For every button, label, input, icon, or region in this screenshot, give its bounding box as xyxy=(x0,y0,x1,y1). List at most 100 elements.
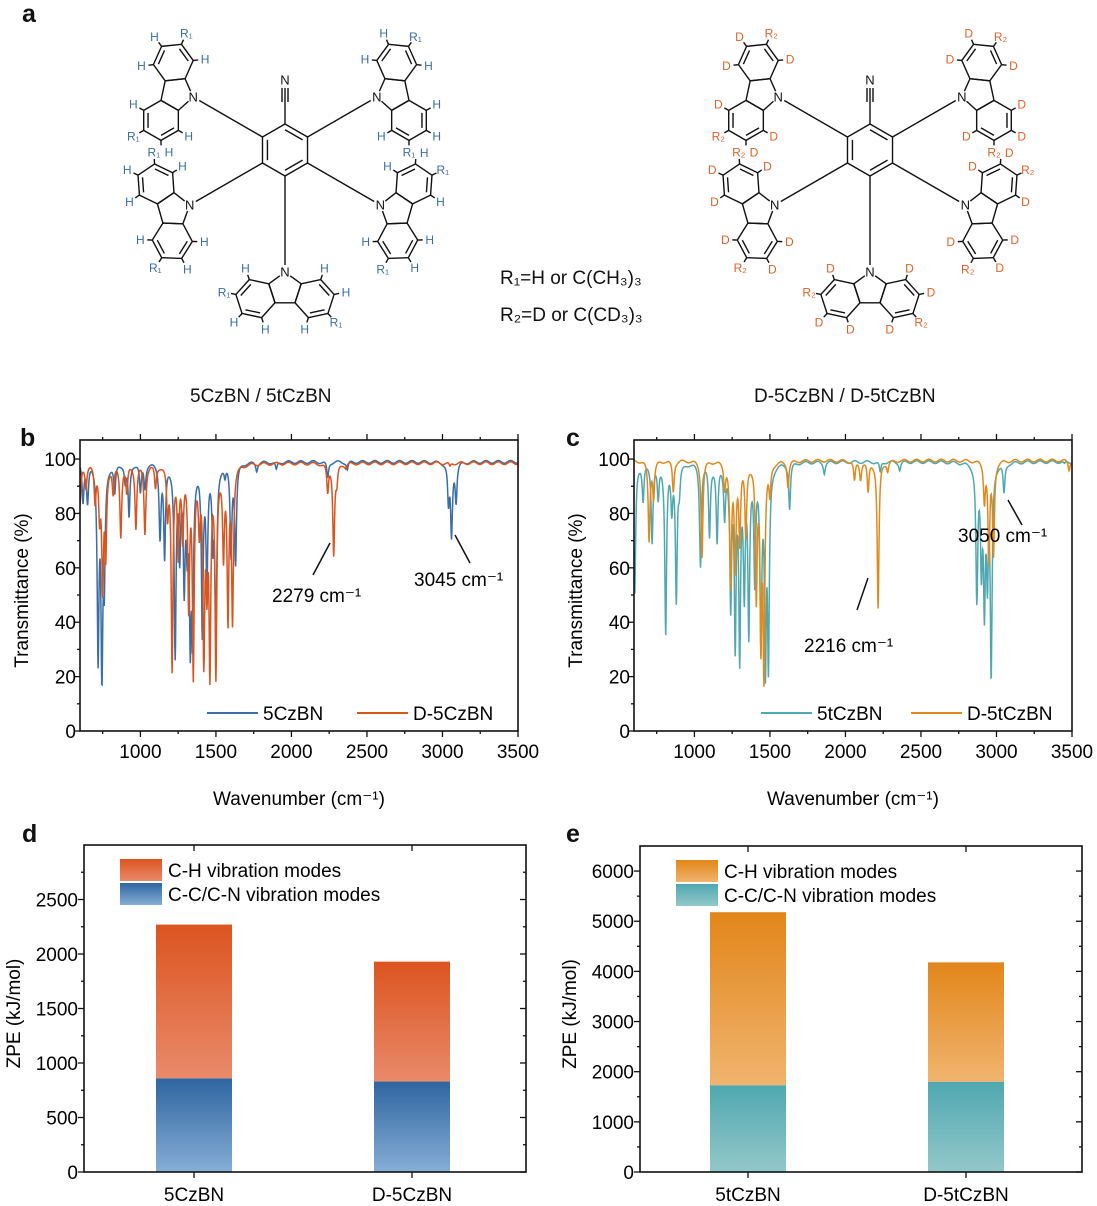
y-tick-label: 20 xyxy=(55,668,76,689)
substituent-label: R₁ xyxy=(218,285,231,299)
bond xyxy=(241,312,262,319)
bond xyxy=(912,294,920,314)
bond xyxy=(425,129,431,134)
bond xyxy=(745,99,764,111)
bond xyxy=(416,63,422,66)
atom-label: D xyxy=(826,262,835,276)
bond xyxy=(989,50,998,65)
bond xyxy=(783,99,848,138)
substituent-label: R₂ xyxy=(765,27,779,41)
bond xyxy=(750,78,771,82)
bond xyxy=(395,127,410,136)
atom-label: D xyxy=(815,316,824,330)
x-tick-label: 3500 xyxy=(1051,742,1093,763)
bond xyxy=(177,129,184,134)
bond xyxy=(320,274,323,280)
legend-label: D-5tCzBN xyxy=(967,704,1053,725)
bond xyxy=(741,239,750,254)
atom-label: D xyxy=(735,30,744,44)
bond xyxy=(905,279,920,295)
bond xyxy=(151,239,163,259)
y-tick-label: 0 xyxy=(619,722,630,743)
bond xyxy=(385,39,390,45)
substituent-label: R₁ xyxy=(149,261,162,275)
legend-label: C-C/C-N vibration modes xyxy=(168,885,380,906)
bond xyxy=(769,78,777,92)
bond xyxy=(404,80,410,101)
substituent-label: R₂ xyxy=(802,285,816,299)
bond xyxy=(973,257,994,260)
bar-D-5tCzBN-C-C/C-N vibration modes xyxy=(928,1081,1004,1172)
bond xyxy=(1010,177,1014,193)
bond xyxy=(976,129,995,141)
bond xyxy=(320,279,335,295)
y-axis-label: Transmittance (%) xyxy=(12,513,33,668)
bond xyxy=(991,222,1004,241)
atom-label: D xyxy=(1010,233,1019,247)
atom-label: D xyxy=(1017,98,1026,112)
atom-label: H xyxy=(425,233,434,247)
bond xyxy=(139,107,145,111)
bond xyxy=(746,43,767,48)
bond xyxy=(262,162,286,177)
bond xyxy=(972,222,993,225)
bond xyxy=(746,257,767,260)
bar-5CzBN-C-C/C-N vibration modes xyxy=(156,1078,232,1172)
bond xyxy=(762,129,769,134)
y-tick-label: 1500 xyxy=(36,1000,78,1021)
atom-label: H xyxy=(361,53,370,67)
carbazole-nitrogen-label: N xyxy=(185,198,194,213)
bond xyxy=(993,99,1012,111)
bond xyxy=(977,169,983,174)
atom-label: H xyxy=(137,59,146,73)
atom-label: H xyxy=(200,235,209,249)
bond xyxy=(408,129,427,141)
bond xyxy=(318,283,330,296)
bond xyxy=(284,123,308,138)
bond xyxy=(284,159,303,171)
atom-label: D xyxy=(769,130,778,144)
atom-label: D xyxy=(1021,195,1030,209)
r2-definition: R₂=D or C(CD₃)₃ xyxy=(500,305,643,326)
bond xyxy=(384,192,397,202)
bond xyxy=(158,257,163,263)
bond xyxy=(830,309,846,314)
bond xyxy=(382,240,392,255)
atom-label: H xyxy=(383,159,392,173)
bond xyxy=(869,159,888,171)
y-tick-label: 1000 xyxy=(592,1113,634,1134)
bond xyxy=(767,223,778,242)
bond xyxy=(261,302,276,319)
bond xyxy=(823,313,828,318)
charts: 1000 1500 2000 2500 3000 3500020406080100Wave… xyxy=(4,434,1093,1206)
bond xyxy=(724,194,743,205)
atom-label: H xyxy=(201,53,210,67)
bond xyxy=(182,223,193,242)
bond xyxy=(284,129,303,141)
atom-label: H xyxy=(123,163,132,177)
bond xyxy=(742,192,760,205)
substituent-label: R₁ xyxy=(376,262,389,276)
carbazole-nitrogen-label: N xyxy=(865,265,874,280)
annotation-label: 2216 cm⁻¹ xyxy=(804,636,893,657)
bond xyxy=(847,162,871,177)
bond xyxy=(401,168,416,177)
y-tick-label: 60 xyxy=(55,559,76,580)
bond xyxy=(722,175,726,196)
bond xyxy=(989,64,1003,82)
atom-label: D xyxy=(714,98,723,112)
bar-D-5CzBN-C-C/C-N vibration modes xyxy=(374,1081,450,1172)
bond xyxy=(407,239,419,259)
bond xyxy=(778,59,784,62)
bond xyxy=(739,163,758,174)
x-tick-label: 2500 xyxy=(900,742,942,763)
bond xyxy=(133,172,139,176)
spectrum-D-5CzBN xyxy=(80,461,518,685)
bond xyxy=(235,279,250,295)
bond xyxy=(245,309,261,314)
bond xyxy=(869,162,893,177)
x-tick-label: 1000 xyxy=(673,742,715,763)
bond xyxy=(963,78,971,92)
bond xyxy=(139,129,145,134)
bond xyxy=(165,78,186,82)
